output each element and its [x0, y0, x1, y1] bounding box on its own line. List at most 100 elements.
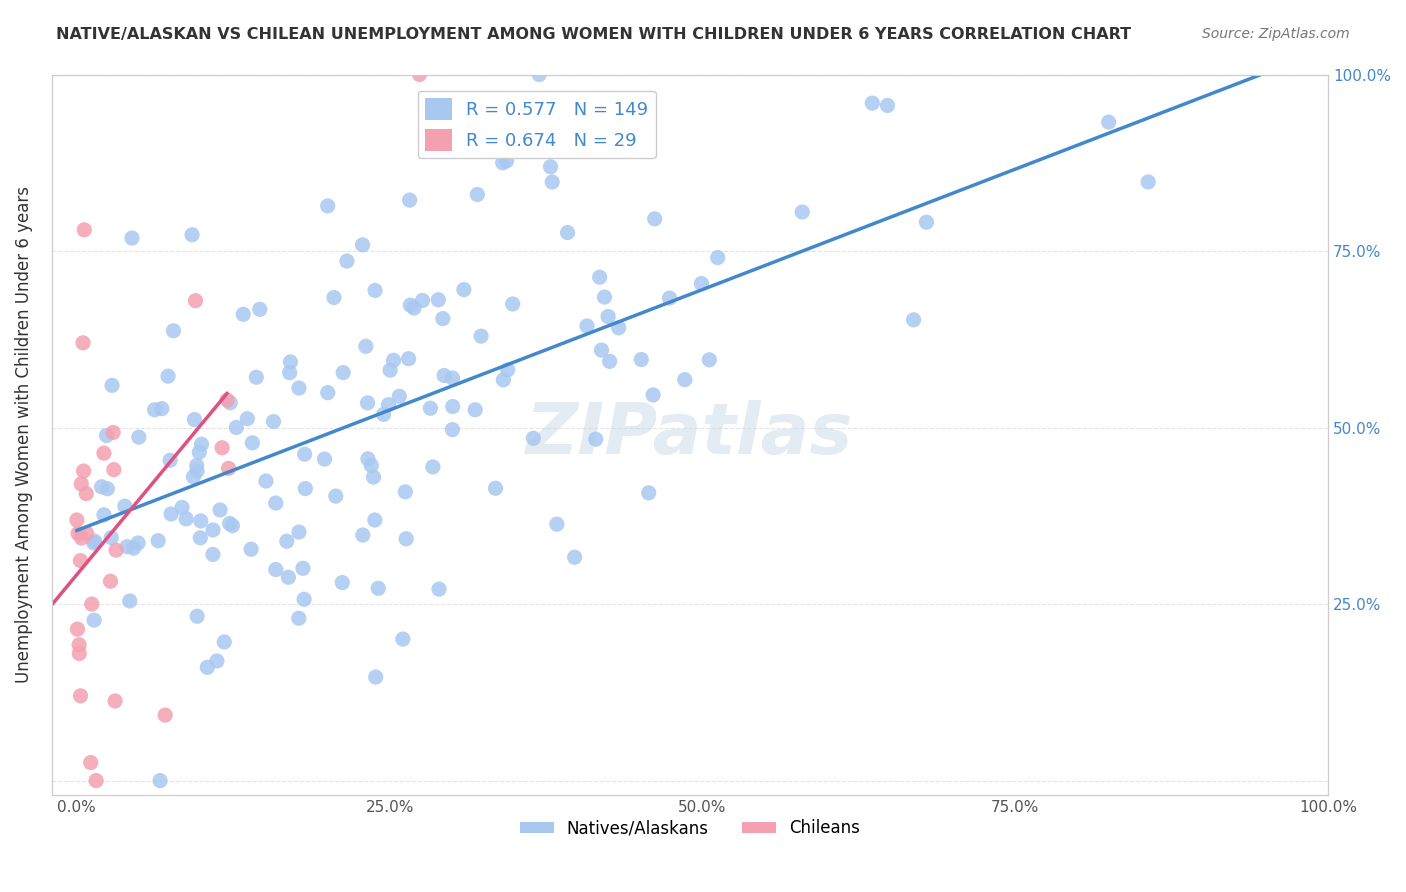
Point — [263, 415, 285, 429]
Point — [706, 251, 728, 265]
Point — [219, 396, 242, 410]
Point — [332, 366, 354, 380]
Point — [276, 534, 298, 549]
Y-axis label: Unemployment Among Women with Children Under 6 years: Unemployment Among Women with Children U… — [15, 186, 32, 683]
Point — [157, 369, 180, 384]
Point — [432, 311, 454, 326]
Point — [1137, 175, 1160, 189]
Point — [388, 389, 411, 403]
Point — [316, 385, 339, 400]
Point — [93, 508, 115, 522]
Point — [127, 536, 149, 550]
Point — [240, 542, 263, 557]
Point — [364, 513, 387, 527]
Point — [382, 353, 405, 368]
Point — [101, 425, 124, 440]
Point — [150, 401, 173, 416]
Point — [502, 297, 524, 311]
Point — [118, 594, 141, 608]
Text: Source: ZipAtlas.com: Source: ZipAtlas.com — [1202, 27, 1350, 41]
Point — [395, 532, 418, 546]
Point — [690, 277, 713, 291]
Point — [529, 68, 551, 82]
Point — [72, 335, 94, 350]
Point — [330, 575, 353, 590]
Point — [190, 437, 212, 451]
Point — [644, 211, 666, 226]
Point — [630, 352, 652, 367]
Point — [209, 503, 232, 517]
Point — [80, 756, 103, 770]
Point — [288, 524, 311, 539]
Point — [217, 393, 239, 408]
Point — [294, 482, 316, 496]
Point — [201, 523, 224, 537]
Point — [404, 301, 426, 315]
Point — [69, 554, 91, 568]
Point — [162, 324, 184, 338]
Point — [143, 402, 166, 417]
Point — [441, 371, 464, 385]
Point — [66, 622, 89, 636]
Point — [75, 486, 97, 500]
Point — [76, 526, 98, 541]
Point — [419, 401, 441, 416]
Point — [292, 592, 315, 607]
Point — [186, 458, 208, 473]
Point — [323, 291, 346, 305]
Point — [352, 238, 374, 252]
Point — [240, 435, 263, 450]
Point — [264, 562, 287, 576]
Point — [522, 431, 544, 445]
Point — [96, 482, 118, 496]
Point — [591, 343, 613, 357]
Point — [412, 293, 434, 308]
Point — [564, 550, 586, 565]
Point — [188, 445, 211, 459]
Point — [294, 447, 316, 461]
Point — [363, 470, 385, 484]
Point — [427, 293, 450, 307]
Point — [398, 193, 420, 207]
Point — [183, 470, 205, 484]
Point — [378, 363, 401, 377]
Point — [146, 533, 169, 548]
Point — [540, 160, 562, 174]
Point — [399, 298, 422, 312]
Point — [159, 453, 181, 467]
Point — [589, 270, 612, 285]
Point — [288, 381, 311, 395]
Point — [356, 396, 378, 410]
Point — [104, 694, 127, 708]
Point — [876, 98, 898, 112]
Point — [67, 647, 90, 661]
Point — [394, 484, 416, 499]
Point — [637, 486, 659, 500]
Point — [190, 514, 212, 528]
Point — [122, 541, 145, 556]
Point — [80, 597, 103, 611]
Point — [114, 499, 136, 513]
Point — [205, 654, 228, 668]
Point — [181, 227, 204, 242]
Point — [903, 313, 925, 327]
Point — [245, 370, 267, 384]
Point — [69, 689, 91, 703]
Point — [915, 215, 938, 229]
Point — [464, 402, 486, 417]
Point — [367, 582, 389, 596]
Point — [214, 635, 236, 649]
Text: ZIPatlas: ZIPatlas — [526, 401, 853, 469]
Point — [105, 543, 128, 558]
Point — [278, 366, 301, 380]
Point — [72, 464, 94, 478]
Point — [325, 489, 347, 503]
Point — [354, 339, 377, 353]
Point — [264, 496, 287, 510]
Point — [277, 570, 299, 584]
Point — [70, 476, 93, 491]
Point — [232, 307, 254, 321]
Point — [364, 284, 387, 298]
Point — [183, 412, 205, 426]
Point — [495, 153, 517, 168]
